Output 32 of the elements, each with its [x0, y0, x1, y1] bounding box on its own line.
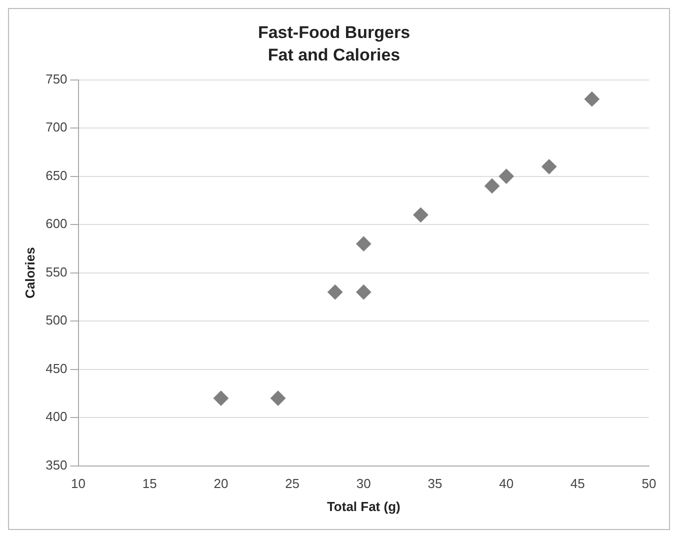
chart-subtitle: Fat and Calories — [268, 45, 400, 64]
y-tick-label: 700 — [46, 120, 68, 135]
point — [270, 390, 286, 406]
chart-title: Fast-Food Burgers — [258, 22, 410, 42]
x-tick-label: 10 — [71, 476, 86, 492]
y-tick-label: 650 — [46, 168, 68, 183]
x-tick-label: 40 — [499, 476, 514, 492]
point — [484, 178, 500, 194]
y-tick-label: 500 — [46, 312, 68, 328]
x-axis-title: Total Fat (g) — [326, 498, 400, 514]
y-tick-label: 600 — [46, 216, 68, 232]
point — [356, 284, 372, 300]
point — [328, 284, 343, 300]
y-tick-label: 750 — [46, 71, 68, 86]
x-tick-label: 15 — [142, 476, 157, 492]
x-tick-label: 25 — [285, 476, 300, 492]
y-tick-label: 350 — [46, 457, 68, 472]
point — [413, 207, 428, 222]
point — [213, 390, 228, 406]
y-tick-label: 450 — [46, 360, 68, 376]
point — [584, 92, 600, 107]
x-tick-label: 30 — [356, 476, 371, 492]
point — [356, 236, 372, 252]
x-tick-label: 20 — [214, 476, 228, 492]
point — [542, 159, 557, 174]
x-tick-label: 45 — [570, 476, 585, 492]
y-axis-title: Calories — [22, 247, 38, 298]
x-tick-label: 35 — [428, 476, 442, 492]
y-tick-label: 550 — [46, 264, 68, 280]
x-tick-label: 50 — [642, 476, 656, 492]
y-tick-label: 400 — [46, 409, 68, 424]
point — [498, 168, 514, 184]
